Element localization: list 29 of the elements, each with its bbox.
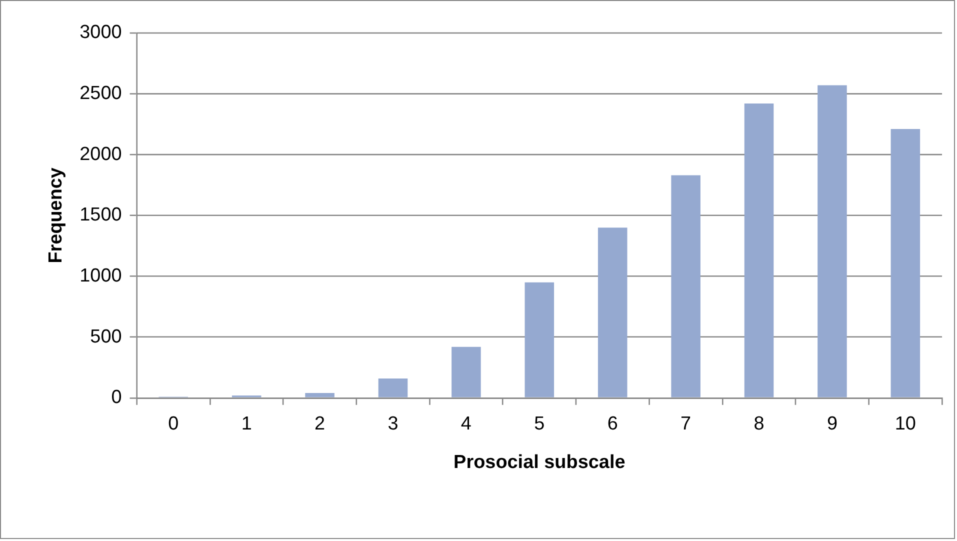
bar [524,282,554,398]
bar [818,85,847,398]
bar [378,378,408,398]
bar [744,103,774,398]
x-tick-label: 9 [826,413,838,434]
x-tick-label: 2 [314,413,326,434]
bar [890,129,920,398]
bar [671,175,700,398]
y-tick-label: 0 [111,387,122,408]
bar [452,346,481,398]
x-tick-label: 4 [460,413,472,434]
x-tick-label: 0 [168,413,179,434]
x-tick-label: 6 [607,413,618,434]
bar [598,228,628,398]
y-tick-label: 2000 [80,144,122,165]
x-tick-label: 5 [534,413,545,434]
y-tick-label: 500 [90,326,122,348]
y-axis-title: Frequency [45,167,67,264]
y-tick-label: 2500 [80,82,122,104]
bar [305,393,334,398]
y-tick-label: 3000 [80,22,122,44]
x-axis-title: Prosocial subscale [454,452,626,474]
x-tick-label: 3 [388,413,398,434]
x-tick-label: 8 [754,413,764,434]
y-tick-label: 1000 [80,265,122,286]
x-tick-label: 10 [894,413,916,434]
x-tick-label: 1 [241,413,252,434]
x-tick-label: 7 [680,413,692,434]
y-tick-label: 1500 [80,204,122,226]
